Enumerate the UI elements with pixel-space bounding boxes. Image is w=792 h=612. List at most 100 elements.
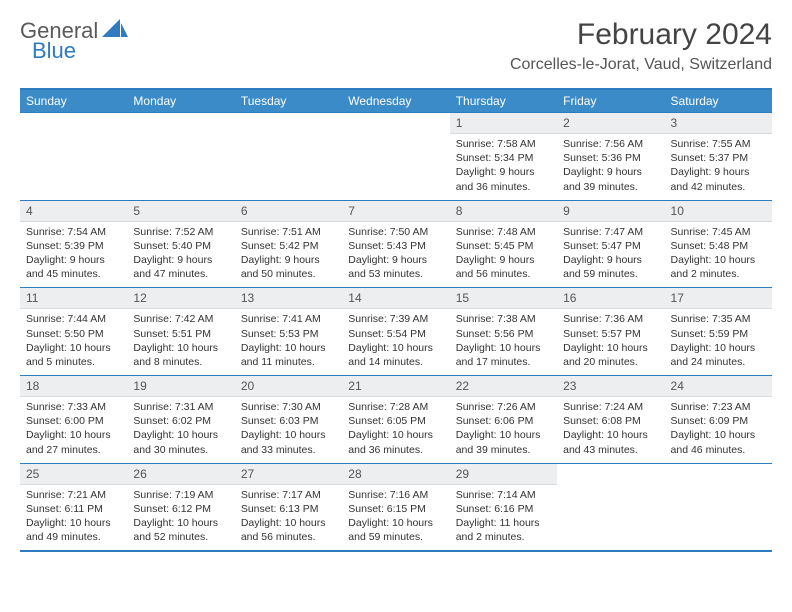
- day-details: Sunrise: 7:48 AMSunset: 5:45 PMDaylight:…: [450, 222, 557, 288]
- day-cell: 19Sunrise: 7:31 AMSunset: 6:02 PMDayligh…: [127, 376, 234, 464]
- day-cell: 18Sunrise: 7:33 AMSunset: 6:00 PMDayligh…: [20, 376, 127, 464]
- day-cell: 14Sunrise: 7:39 AMSunset: 5:54 PMDayligh…: [342, 288, 449, 376]
- day-number: 20: [235, 376, 342, 397]
- day-cell: 16Sunrise: 7:36 AMSunset: 5:57 PMDayligh…: [557, 288, 664, 376]
- sunset-text: Sunset: 5:40 PM: [133, 239, 228, 253]
- day-number: 13: [235, 288, 342, 309]
- day-header: Wednesday: [342, 89, 449, 113]
- sunrise-text: Sunrise: 7:35 AM: [671, 312, 766, 326]
- sunrise-text: Sunrise: 7:52 AM: [133, 225, 228, 239]
- sunrise-text: Sunrise: 7:55 AM: [671, 137, 766, 151]
- day-header: Saturday: [665, 89, 772, 113]
- sunrise-text: Sunrise: 7:41 AM: [241, 312, 336, 326]
- day-cell: 22Sunrise: 7:26 AMSunset: 6:06 PMDayligh…: [450, 376, 557, 464]
- daylight-text: Daylight: 10 hours and 11 minutes.: [241, 341, 336, 369]
- sunset-text: Sunset: 5:39 PM: [26, 239, 121, 253]
- day-details: Sunrise: 7:39 AMSunset: 5:54 PMDaylight:…: [342, 309, 449, 375]
- day-details: Sunrise: 7:21 AMSunset: 6:11 PMDaylight:…: [20, 485, 127, 551]
- daylight-text: Daylight: 10 hours and 56 minutes.: [241, 516, 336, 544]
- day-cell: 13Sunrise: 7:41 AMSunset: 5:53 PMDayligh…: [235, 288, 342, 376]
- day-cell: 24Sunrise: 7:23 AMSunset: 6:09 PMDayligh…: [665, 376, 772, 464]
- daylight-text: Daylight: 10 hours and 49 minutes.: [26, 516, 121, 544]
- daylight-text: Daylight: 9 hours and 39 minutes.: [563, 165, 658, 193]
- day-details: Sunrise: 7:36 AMSunset: 5:57 PMDaylight:…: [557, 309, 664, 375]
- day-number: 15: [450, 288, 557, 309]
- empty-cell: [235, 113, 342, 201]
- day-header-row: SundayMondayTuesdayWednesdayThursdayFrid…: [20, 89, 772, 113]
- sunrise-text: Sunrise: 7:14 AM: [456, 488, 551, 502]
- daylight-text: Daylight: 10 hours and 36 minutes.: [348, 428, 443, 456]
- day-details: Sunrise: 7:56 AMSunset: 5:36 PMDaylight:…: [557, 134, 664, 200]
- location-text: Corcelles-le-Jorat, Vaud, Switzerland: [510, 56, 772, 74]
- day-number: 16: [557, 288, 664, 309]
- sunset-text: Sunset: 5:34 PM: [456, 151, 551, 165]
- day-details: Sunrise: 7:50 AMSunset: 5:43 PMDaylight:…: [342, 222, 449, 288]
- day-cell: 4Sunrise: 7:54 AMSunset: 5:39 PMDaylight…: [20, 200, 127, 288]
- day-details: Sunrise: 7:23 AMSunset: 6:09 PMDaylight:…: [665, 397, 772, 463]
- sunrise-text: Sunrise: 7:54 AM: [26, 225, 121, 239]
- empty-cell: [20, 113, 127, 201]
- sunset-text: Sunset: 5:37 PM: [671, 151, 766, 165]
- day-header: Monday: [127, 89, 234, 113]
- sunset-text: Sunset: 5:47 PM: [563, 239, 658, 253]
- sunrise-text: Sunrise: 7:30 AM: [241, 400, 336, 414]
- day-number: 12: [127, 288, 234, 309]
- sunset-text: Sunset: 6:05 PM: [348, 414, 443, 428]
- daylight-text: Daylight: 9 hours and 56 minutes.: [456, 253, 551, 281]
- day-number: 14: [342, 288, 449, 309]
- sunset-text: Sunset: 6:13 PM: [241, 502, 336, 516]
- day-details: Sunrise: 7:24 AMSunset: 6:08 PMDaylight:…: [557, 397, 664, 463]
- calendar-row: 25Sunrise: 7:21 AMSunset: 6:11 PMDayligh…: [20, 463, 772, 551]
- day-header: Tuesday: [235, 89, 342, 113]
- day-details: Sunrise: 7:58 AMSunset: 5:34 PMDaylight:…: [450, 134, 557, 200]
- daylight-text: Daylight: 11 hours and 2 minutes.: [456, 516, 551, 544]
- sunrise-text: Sunrise: 7:45 AM: [671, 225, 766, 239]
- day-number: 24: [665, 376, 772, 397]
- day-details: Sunrise: 7:31 AMSunset: 6:02 PMDaylight:…: [127, 397, 234, 463]
- sunrise-text: Sunrise: 7:28 AM: [348, 400, 443, 414]
- day-cell: 28Sunrise: 7:16 AMSunset: 6:15 PMDayligh…: [342, 463, 449, 551]
- day-cell: 15Sunrise: 7:38 AMSunset: 5:56 PMDayligh…: [450, 288, 557, 376]
- sunset-text: Sunset: 6:09 PM: [671, 414, 766, 428]
- daylight-text: Daylight: 10 hours and 39 minutes.: [456, 428, 551, 456]
- sunrise-text: Sunrise: 7:24 AM: [563, 400, 658, 414]
- sunrise-text: Sunrise: 7:50 AM: [348, 225, 443, 239]
- day-number: 19: [127, 376, 234, 397]
- sunset-text: Sunset: 5:48 PM: [671, 239, 766, 253]
- sunrise-text: Sunrise: 7:47 AM: [563, 225, 658, 239]
- daylight-text: Daylight: 10 hours and 46 minutes.: [671, 428, 766, 456]
- daylight-text: Daylight: 10 hours and 33 minutes.: [241, 428, 336, 456]
- month-title: February 2024: [510, 18, 772, 52]
- daylight-text: Daylight: 9 hours and 53 minutes.: [348, 253, 443, 281]
- day-cell: 12Sunrise: 7:42 AMSunset: 5:51 PMDayligh…: [127, 288, 234, 376]
- sunset-text: Sunset: 6:12 PM: [133, 502, 228, 516]
- day-details: Sunrise: 7:55 AMSunset: 5:37 PMDaylight:…: [665, 134, 772, 200]
- daylight-text: Daylight: 9 hours and 45 minutes.: [26, 253, 121, 281]
- title-block: February 2024 Corcelles-le-Jorat, Vaud, …: [510, 18, 772, 76]
- day-number: 27: [235, 464, 342, 485]
- day-cell: 11Sunrise: 7:44 AMSunset: 5:50 PMDayligh…: [20, 288, 127, 376]
- sunset-text: Sunset: 6:03 PM: [241, 414, 336, 428]
- day-details: Sunrise: 7:14 AMSunset: 6:16 PMDaylight:…: [450, 485, 557, 551]
- day-cell: 5Sunrise: 7:52 AMSunset: 5:40 PMDaylight…: [127, 200, 234, 288]
- calendar-row: 11Sunrise: 7:44 AMSunset: 5:50 PMDayligh…: [20, 288, 772, 376]
- sunrise-text: Sunrise: 7:26 AM: [456, 400, 551, 414]
- day-cell: 1Sunrise: 7:58 AMSunset: 5:34 PMDaylight…: [450, 113, 557, 201]
- brand-sail-icon: [102, 19, 128, 44]
- calendar-row: 4Sunrise: 7:54 AMSunset: 5:39 PMDaylight…: [20, 200, 772, 288]
- day-cell: 17Sunrise: 7:35 AMSunset: 5:59 PMDayligh…: [665, 288, 772, 376]
- day-number: 25: [20, 464, 127, 485]
- calendar-row: 18Sunrise: 7:33 AMSunset: 6:00 PMDayligh…: [20, 376, 772, 464]
- sunset-text: Sunset: 6:02 PM: [133, 414, 228, 428]
- sunrise-text: Sunrise: 7:44 AM: [26, 312, 121, 326]
- sunset-text: Sunset: 5:36 PM: [563, 151, 658, 165]
- day-details: Sunrise: 7:45 AMSunset: 5:48 PMDaylight:…: [665, 222, 772, 288]
- day-details: Sunrise: 7:26 AMSunset: 6:06 PMDaylight:…: [450, 397, 557, 463]
- sunrise-text: Sunrise: 7:39 AM: [348, 312, 443, 326]
- day-cell: 7Sunrise: 7:50 AMSunset: 5:43 PMDaylight…: [342, 200, 449, 288]
- day-number: 11: [20, 288, 127, 309]
- brand-part2: Blue: [32, 38, 76, 64]
- calendar-body: 1Sunrise: 7:58 AMSunset: 5:34 PMDaylight…: [20, 113, 772, 552]
- daylight-text: Daylight: 10 hours and 59 minutes.: [348, 516, 443, 544]
- day-number: 28: [342, 464, 449, 485]
